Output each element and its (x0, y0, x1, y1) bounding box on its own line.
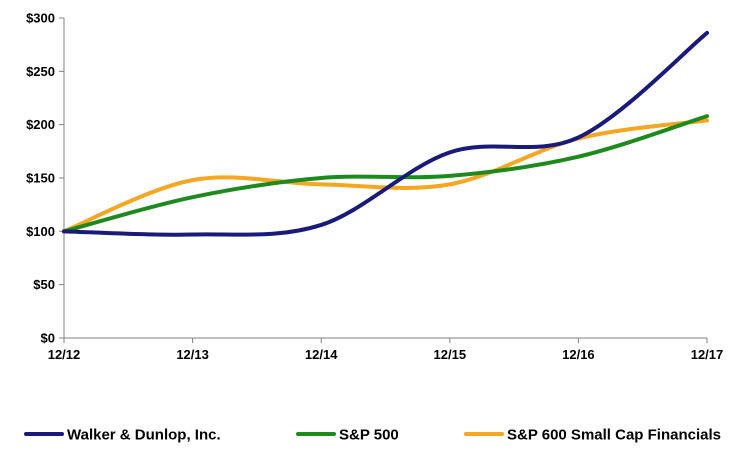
legend-label: S&P 600 Small Cap Financials (507, 427, 721, 444)
legend: Walker & Dunlop, Inc. S&P 500 S&P 600 Smal… (24, 427, 721, 444)
x-tick-label: 12/17 (691, 347, 724, 362)
x-tick-label: 12/14 (305, 347, 338, 362)
y-tick-label: $100 (26, 224, 55, 239)
x-tick-label: 12/12 (48, 347, 81, 362)
series-lines (62, 30, 709, 237)
y-tick-label: $300 (26, 11, 55, 26)
y-tick-label: $0 (41, 331, 55, 346)
x-tick-label: 12/16 (562, 347, 595, 362)
x-tick-label: 12/13 (176, 347, 209, 362)
x-tick-label: 12/15 (434, 347, 467, 362)
series-line-walker-and-dunlop-inc (62, 30, 709, 237)
y-tick-label: $250 (26, 64, 55, 79)
y-tick-label: $200 (26, 117, 55, 132)
series-line-sandp-500 (62, 114, 709, 234)
legend-label: Walker & Dunlop, Inc. (67, 427, 221, 444)
legend-label: S&P 500 (339, 427, 399, 444)
y-tick-label: $150 (26, 171, 55, 186)
y-axis: $0 $50 $100 $150 $200 $250 $300 (26, 11, 65, 346)
x-axis: 12/12 12/13 12/14 12/15 12/16 12/17 (48, 337, 724, 362)
y-tick-label: $50 (33, 277, 55, 292)
